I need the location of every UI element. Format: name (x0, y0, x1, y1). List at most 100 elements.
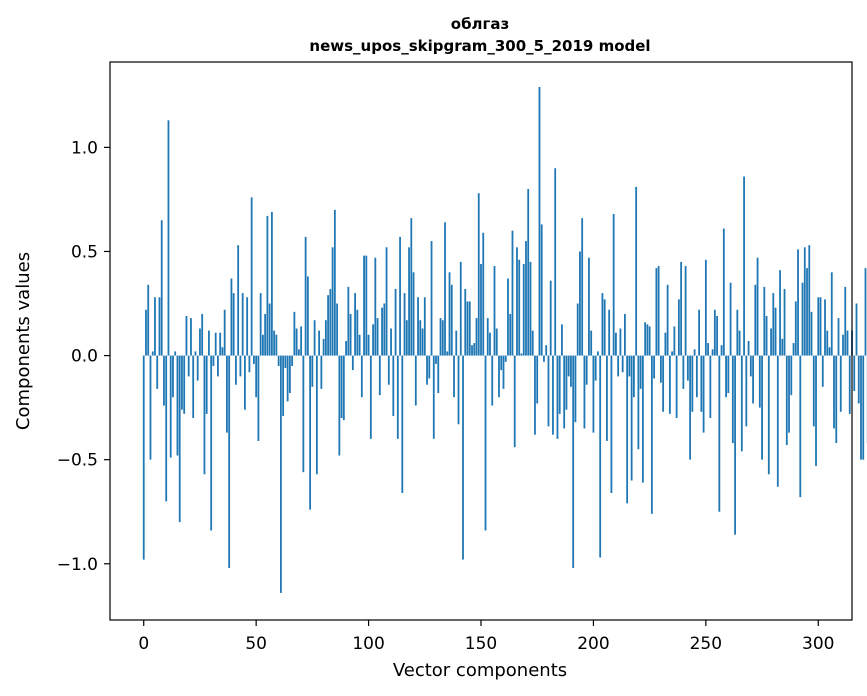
bar (824, 299, 826, 356)
bar (754, 284, 757, 356)
bar (230, 278, 233, 356)
bar (192, 355, 195, 419)
bar (358, 334, 361, 356)
bar (547, 355, 550, 427)
bar (385, 247, 388, 356)
bar (698, 309, 700, 356)
bar (745, 355, 748, 427)
bar (408, 247, 410, 356)
bar (610, 355, 613, 493)
bar (637, 355, 640, 450)
bar (477, 193, 480, 356)
bar (396, 355, 399, 439)
bar (671, 351, 674, 356)
y-axis-ticks: −1.0 −0.5 0.0 0.5 1.0 (57, 138, 110, 575)
bar (844, 286, 847, 356)
bar (338, 355, 341, 456)
bar (313, 320, 316, 356)
bar (673, 326, 676, 356)
bar (169, 355, 172, 458)
bar (414, 355, 417, 406)
bar (329, 288, 332, 356)
bar (223, 309, 226, 356)
bar (509, 313, 512, 356)
bar (525, 241, 527, 356)
bar (734, 355, 736, 535)
x-axis-label: Vector components (393, 660, 567, 681)
bar (417, 297, 419, 356)
bar (650, 355, 653, 514)
bar (563, 355, 566, 429)
bar (151, 351, 154, 356)
bar (354, 293, 356, 356)
bar (324, 320, 327, 356)
bar (340, 355, 343, 419)
bar (574, 355, 577, 423)
bar (378, 355, 381, 396)
bar (306, 276, 309, 356)
bar (763, 286, 766, 356)
bar (160, 220, 163, 356)
bar (833, 355, 835, 429)
chart-title: облгаз (451, 15, 509, 33)
bar (839, 355, 842, 412)
bar (725, 355, 727, 398)
bar (498, 355, 500, 398)
bar (846, 330, 849, 356)
bar (536, 355, 539, 404)
bar (590, 330, 593, 356)
bar (837, 318, 840, 356)
y-tick-label: 0.5 (71, 242, 98, 262)
bar (666, 284, 669, 356)
bar (752, 355, 754, 404)
bar (716, 316, 718, 356)
bar (776, 355, 779, 487)
bar (684, 266, 687, 356)
bar (628, 355, 631, 377)
bar (857, 355, 860, 404)
bar (421, 328, 424, 356)
bar (275, 334, 278, 356)
bar (597, 351, 599, 356)
bar (181, 355, 183, 410)
bar (468, 301, 471, 356)
bar (608, 309, 611, 356)
bar (594, 355, 597, 381)
bar (765, 316, 768, 356)
bar (603, 299, 606, 356)
x-axis-ticks: 0 50 100 150 200 250 300 (138, 620, 834, 654)
bar (295, 328, 298, 356)
bar (522, 263, 525, 356)
bar (383, 303, 386, 356)
bar (592, 355, 595, 433)
bar (819, 297, 822, 356)
y-tick-label: −1.0 (57, 555, 98, 575)
bar (493, 266, 496, 356)
bar (864, 268, 867, 356)
bar (513, 355, 516, 448)
bar (538, 86, 541, 356)
bar (270, 211, 273, 356)
bar (399, 236, 401, 356)
x-tick-label: 250 (690, 634, 722, 654)
bar (288, 355, 291, 394)
bar (790, 355, 793, 396)
bar (853, 355, 856, 391)
bar (163, 355, 165, 406)
bar (475, 318, 478, 356)
bar (187, 355, 190, 377)
bar (641, 355, 644, 483)
bar (630, 355, 633, 481)
bar (486, 318, 489, 356)
bar (412, 272, 415, 356)
bar (644, 322, 647, 356)
bar (621, 355, 624, 373)
bar (835, 355, 838, 444)
bar (315, 355, 318, 475)
bar (165, 355, 168, 502)
bar (419, 320, 422, 356)
bar (848, 355, 851, 414)
bar (320, 355, 323, 389)
bar (543, 355, 545, 362)
